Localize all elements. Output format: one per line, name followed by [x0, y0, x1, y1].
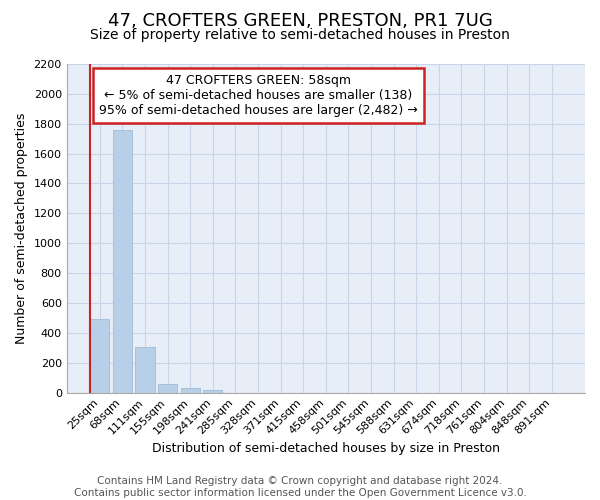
Text: 47 CROFTERS GREEN: 58sqm
← 5% of semi-detached houses are smaller (138)
95% of s: 47 CROFTERS GREEN: 58sqm ← 5% of semi-de…: [99, 74, 418, 117]
Text: 47, CROFTERS GREEN, PRESTON, PR1 7UG: 47, CROFTERS GREEN, PRESTON, PR1 7UG: [107, 12, 493, 30]
Bar: [158, 384, 177, 392]
Bar: [136, 347, 155, 393]
Bar: [113, 130, 132, 392]
Bar: [203, 390, 223, 392]
Y-axis label: Number of semi-detached properties: Number of semi-detached properties: [15, 112, 28, 344]
X-axis label: Distribution of semi-detached houses by size in Preston: Distribution of semi-detached houses by …: [152, 442, 500, 455]
Bar: [90, 320, 109, 392]
Bar: [181, 388, 200, 392]
Text: Size of property relative to semi-detached houses in Preston: Size of property relative to semi-detach…: [90, 28, 510, 42]
Text: Contains HM Land Registry data © Crown copyright and database right 2024.
Contai: Contains HM Land Registry data © Crown c…: [74, 476, 526, 498]
